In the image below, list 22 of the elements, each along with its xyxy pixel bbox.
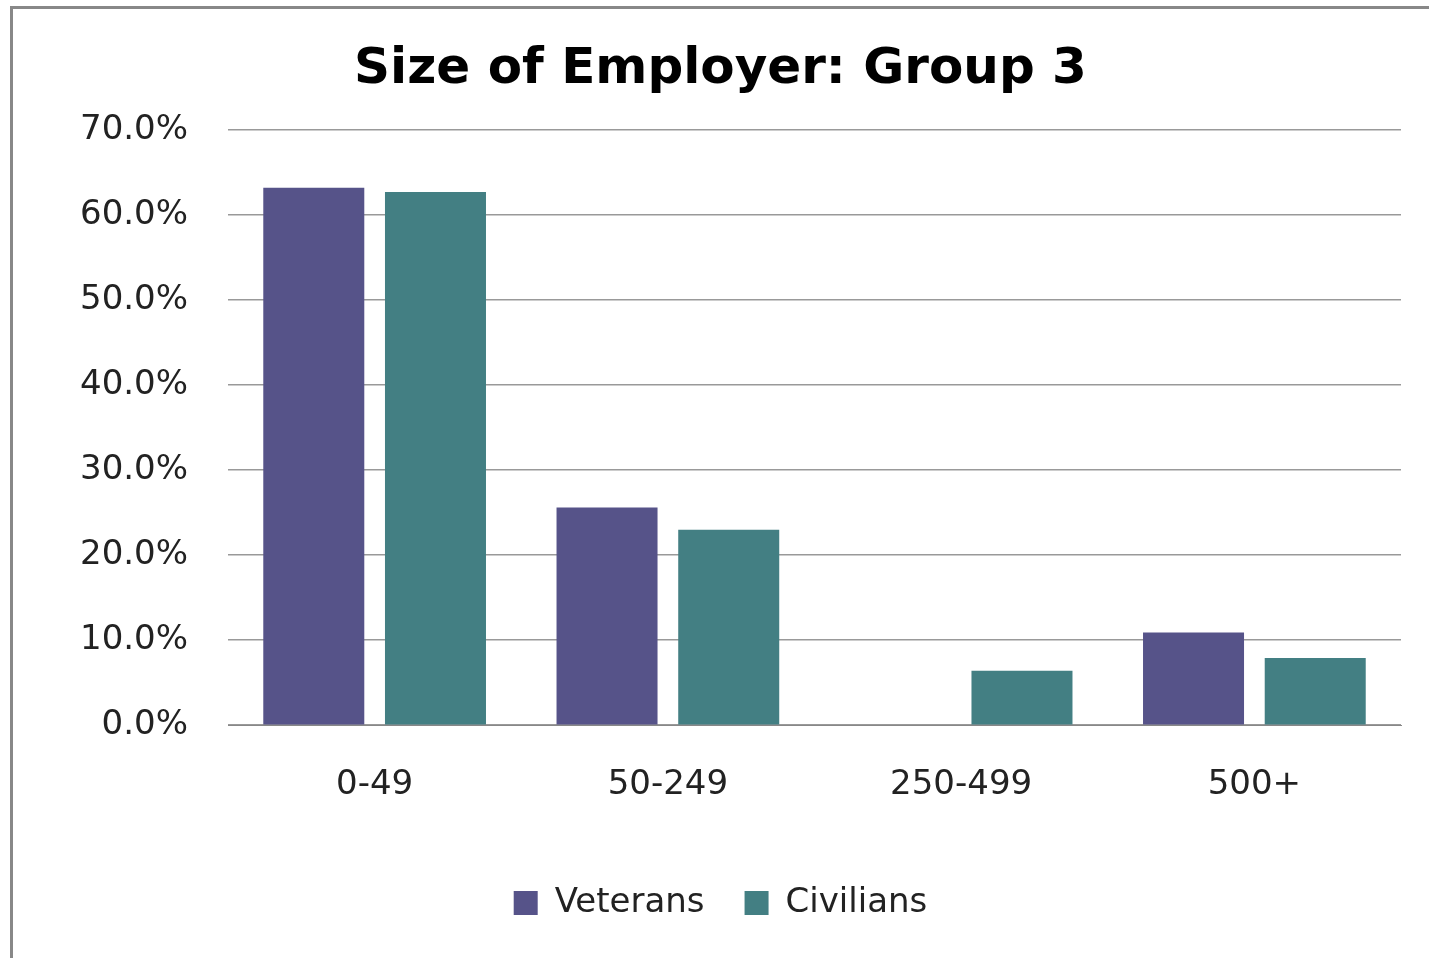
y-tick-label: 50.0% (79, 276, 189, 317)
x-tick-label: 50-249 (607, 762, 729, 803)
bar (1143, 632, 1245, 725)
y-tick-label: 60.0% (79, 191, 189, 232)
legend-label: Veterans (554, 879, 705, 920)
bar (971, 670, 1073, 725)
x-tick-label: 250-499 (890, 762, 1033, 803)
y-tick-label: 0.0% (101, 702, 189, 743)
chart-title: Size of Employer: Group 3 (354, 36, 1087, 95)
y-tick-label: 70.0% (79, 106, 189, 147)
bar (384, 192, 486, 725)
bar (263, 187, 365, 725)
y-tick-label: 10.0% (79, 617, 189, 657)
bar (1264, 658, 1366, 725)
y-tick-label: 40.0% (79, 361, 189, 402)
bar (556, 507, 658, 725)
bar (678, 529, 780, 725)
y-tick-label: 30.0% (79, 446, 189, 487)
x-tick-label: 500+ (1207, 762, 1302, 803)
x-tick-label: 0-49 (336, 762, 414, 803)
y-tick-label: 20.0% (79, 531, 189, 572)
legend-label: Civilians (785, 879, 928, 920)
